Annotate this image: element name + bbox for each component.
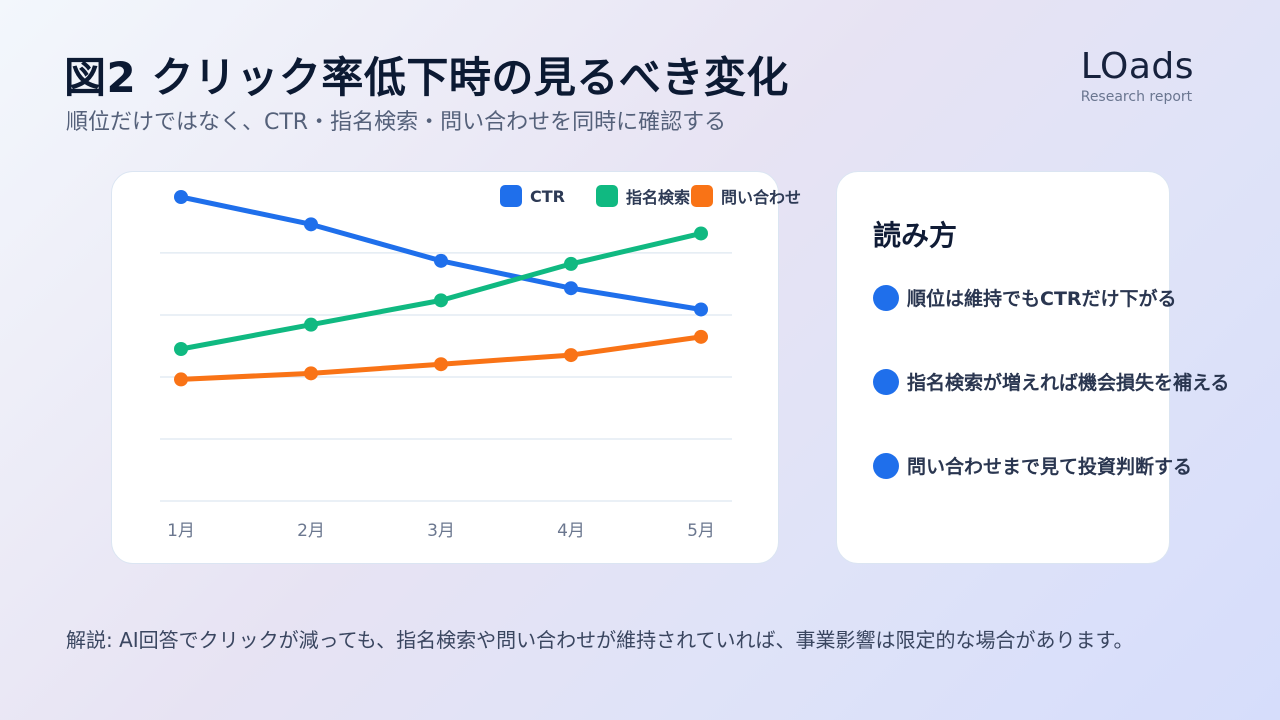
x-tick-label: 1月 — [167, 521, 195, 541]
reading-point: 指名検索が増えれば機会損失を補える — [873, 368, 1229, 395]
reading-point-text: 順位は維持でもCTRだけ下がる — [907, 288, 1177, 310]
data-point — [304, 317, 318, 332]
x-tick-label: 5月 — [687, 521, 715, 541]
data-point — [174, 372, 188, 387]
series-0 — [174, 190, 708, 317]
data-point — [564, 256, 578, 271]
brand-tagline: Research report — [1080, 89, 1193, 105]
series-2 — [174, 329, 708, 387]
x-tick-label: 2月 — [297, 521, 325, 541]
series-line — [178, 230, 704, 352]
data-point — [694, 302, 708, 317]
reading-point-text: 指名検索が増えれば機会損失を補える — [907, 372, 1230, 394]
reading-point: 順位は維持でもCTRだけ下がる — [873, 284, 1177, 311]
reading-point: 問い合わせまで見て投資判断する — [873, 452, 1192, 479]
legend-item-branded-search: 指名検索 — [596, 184, 691, 208]
legend-label-inquiries: 問い合わせ — [721, 188, 802, 207]
bullet-dot-icon — [873, 452, 899, 479]
reading-guide-card: 読み方 順位は維持でもCTRだけ下がる 指名検索が増えれば機会損失を補える 問い… — [836, 171, 1229, 564]
bullet-dot-icon — [873, 368, 899, 395]
brand-logo: LOads Research report — [1081, 46, 1194, 105]
series-1 — [174, 226, 708, 356]
explanation-note: 解説: AI回答でクリックが減っても、指名検索や問い合わせが維持されていれば、事… — [66, 628, 1134, 652]
data-point — [304, 366, 318, 381]
reading-guide-title: 読み方 — [873, 219, 958, 252]
data-point — [564, 348, 578, 363]
chart-card: 1月 2月 3月 4月 5月 CTR 指名検索 問い合わせ — [111, 171, 801, 564]
series-lines — [174, 190, 708, 387]
legend-label-ctr: CTR — [530, 186, 565, 206]
page-subtitle: 順位だけではなく、CTR・指名検索・問い合わせを同時に確認する — [66, 110, 727, 135]
brand-name: LOads — [1080, 46, 1194, 87]
page-title: 図2 クリック率低下時の見るべき変化 — [64, 53, 789, 102]
legend-swatch-inquiries — [691, 185, 713, 207]
data-point — [304, 217, 318, 232]
data-point — [434, 357, 448, 372]
data-point — [694, 226, 708, 241]
data-point — [564, 281, 578, 296]
bullet-dot-icon — [873, 284, 899, 311]
chart-legend: CTR 指名検索 問い合わせ — [500, 184, 801, 208]
legend-swatch-ctr — [500, 185, 522, 207]
x-tick-label: 3月 — [427, 521, 455, 541]
x-tick-label: 4月 — [557, 521, 585, 541]
legend-swatch-branded-search — [596, 185, 618, 207]
x-axis-labels: 1月 2月 3月 4月 5月 — [167, 521, 715, 541]
data-point — [434, 253, 448, 268]
data-point — [694, 329, 708, 344]
legend-item-ctr: CTR — [500, 185, 596, 207]
data-point — [174, 190, 188, 204]
line-chart: 1月 2月 3月 4月 5月 — [160, 190, 732, 541]
legend-item-inquiries: 問い合わせ — [691, 184, 801, 208]
legend-label-branded-search: 指名検索 — [626, 188, 691, 207]
reading-point-text: 問い合わせまで見て投資判断する — [907, 456, 1193, 478]
data-point — [434, 293, 448, 308]
data-point — [174, 342, 188, 356]
